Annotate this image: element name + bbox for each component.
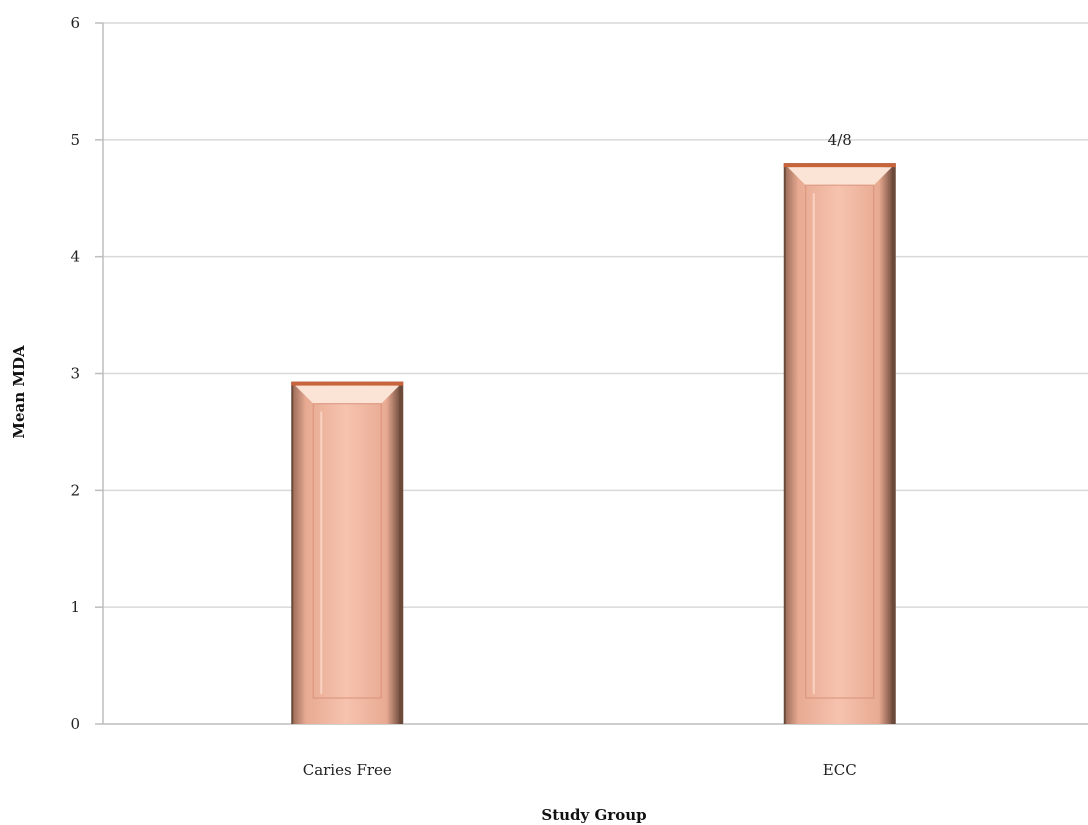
y-tick-label: 2 (70, 481, 80, 499)
bars (291, 163, 896, 724)
bar-top-edge (783, 163, 896, 168)
bar-face (293, 383, 400, 724)
bar (783, 163, 896, 724)
bar-face (785, 165, 892, 724)
bar-bevel-top (295, 385, 400, 404)
y-tick-label: 0 (70, 715, 80, 733)
y-tick-label: 6 (70, 14, 80, 32)
y-tick-label: 3 (70, 365, 80, 383)
y-axis-ticks: 0 1 2 3 4 5 6 (70, 14, 103, 733)
gridlines (103, 22, 1088, 608)
bar (291, 381, 404, 724)
bar-inner-panel (805, 184, 875, 699)
y-tick-label: 4 (70, 248, 80, 266)
data-label: 4/8 (828, 131, 852, 149)
data-labels: 4/8 (828, 131, 852, 149)
x-axis-ticks: Caries Free ECC (303, 761, 857, 779)
y-tick-label: 1 (70, 598, 80, 616)
x-tick-label: Caries Free (303, 761, 392, 779)
y-axis-title: Mean MDA (10, 345, 28, 439)
x-tick-label: ECC (823, 761, 857, 779)
y-tick-label: 5 (70, 131, 80, 149)
bar-top-edge (291, 381, 404, 386)
bar-bevel-top (787, 167, 892, 186)
bar-inner-panel (312, 403, 382, 699)
x-axis-title: Study Group (541, 806, 646, 824)
